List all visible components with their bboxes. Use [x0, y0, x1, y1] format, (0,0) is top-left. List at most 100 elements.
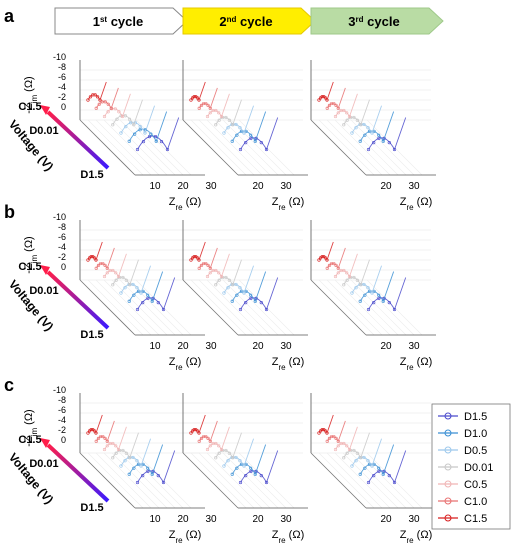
marker — [208, 271, 212, 275]
marker — [189, 98, 193, 102]
curve-D0.5 — [120, 438, 151, 468]
marker — [202, 261, 206, 266]
curve-C0.5 — [207, 253, 230, 278]
marker — [135, 307, 140, 312]
marker — [119, 464, 123, 468]
legend-swatch-marker — [444, 412, 452, 420]
marker — [208, 266, 212, 270]
marker — [86, 98, 90, 102]
marker — [358, 299, 362, 303]
marker — [219, 114, 224, 119]
marker — [92, 256, 96, 260]
marker — [242, 464, 246, 468]
marker — [127, 472, 131, 476]
marker — [94, 106, 98, 110]
marker — [135, 480, 140, 485]
marker — [135, 147, 140, 152]
marker — [197, 258, 201, 262]
curve-C0.5 — [207, 426, 230, 451]
marker — [197, 431, 201, 435]
marker — [355, 451, 359, 455]
marker — [98, 98, 102, 102]
marker — [242, 131, 246, 135]
curve-D0.01 — [215, 259, 242, 286]
marker — [347, 447, 352, 452]
cycle-label-2: 2nd cycle — [219, 14, 272, 29]
marker — [102, 447, 107, 452]
marker — [387, 301, 391, 305]
marker — [102, 114, 107, 119]
marker — [325, 98, 329, 102]
subplot-curves — [86, 414, 176, 485]
y-tick: -2 — [58, 92, 66, 102]
marker — [354, 459, 358, 463]
marker — [392, 480, 397, 485]
marker — [89, 254, 93, 259]
panels: a-10-8-6-4-20-Zim (Ω)C1.5D0.01D1.5Voltag… — [4, 6, 436, 545]
curve-D1.0 — [359, 271, 395, 303]
marker — [116, 274, 121, 279]
marker — [238, 480, 243, 485]
marker — [249, 136, 253, 140]
voltage-top-label: C1.5 — [18, 434, 41, 446]
x-tick: 30 — [408, 181, 420, 192]
marker — [363, 466, 367, 470]
panel-a-cycle-2: 20 30 Zre (Ω) — [182, 60, 308, 212]
marker — [143, 131, 147, 135]
marker — [124, 125, 128, 129]
subplot-grid — [182, 393, 308, 509]
marker — [377, 296, 381, 300]
marker — [120, 114, 125, 119]
marker — [366, 286, 370, 290]
x-axis-label: Zre (Ω) — [272, 356, 304, 372]
marker — [345, 271, 349, 275]
marker — [330, 101, 334, 106]
marker — [325, 258, 329, 262]
marker — [141, 139, 146, 144]
curve-D1.0 — [231, 111, 267, 143]
marker — [332, 434, 336, 439]
marker — [106, 102, 110, 106]
marker — [192, 254, 196, 259]
marker — [264, 147, 269, 152]
marker — [370, 131, 374, 135]
marker — [205, 274, 210, 279]
marker — [334, 263, 338, 267]
subplot-grid — [79, 60, 205, 176]
marker — [101, 434, 105, 439]
x-axis-label: Zre (Ω) — [169, 196, 201, 212]
marker — [345, 111, 349, 115]
curve-D1.0 — [231, 271, 267, 303]
marker — [132, 293, 136, 297]
marker — [111, 283, 115, 287]
marker — [165, 147, 170, 152]
x-axis-label: Zre (Ω) — [400, 196, 432, 212]
cycle-arrow-3 — [310, 7, 444, 35]
marker — [195, 96, 199, 100]
marker — [253, 139, 257, 143]
curve-D0.01 — [215, 432, 242, 459]
marker — [214, 441, 218, 446]
marker — [132, 123, 136, 127]
curve-D1.0 — [359, 444, 395, 476]
panel-b: b -10-8-6-4-20-Zim (Ω)C1.5D0.01D1.5Voltag… — [4, 202, 436, 372]
y-tick: -10 — [53, 212, 66, 222]
marker — [320, 254, 324, 259]
subplot-curves — [317, 241, 407, 312]
curve-D0.01 — [215, 99, 242, 126]
marker — [103, 436, 107, 440]
marker — [202, 101, 206, 106]
marker — [124, 278, 128, 282]
marker — [99, 434, 103, 439]
marker — [202, 434, 206, 439]
marker — [358, 139, 362, 143]
x-tick: 20 — [252, 181, 264, 192]
marker — [336, 111, 340, 115]
marker — [96, 436, 101, 440]
marker — [235, 133, 239, 137]
marker — [234, 122, 238, 127]
marker — [139, 291, 143, 295]
marker — [141, 301, 145, 305]
legend: D1.5 D1.0 D0.5 D0.01 C0.5 C1.0 C1.5 — [431, 403, 511, 530]
legend-label: C1.0 — [464, 496, 487, 508]
